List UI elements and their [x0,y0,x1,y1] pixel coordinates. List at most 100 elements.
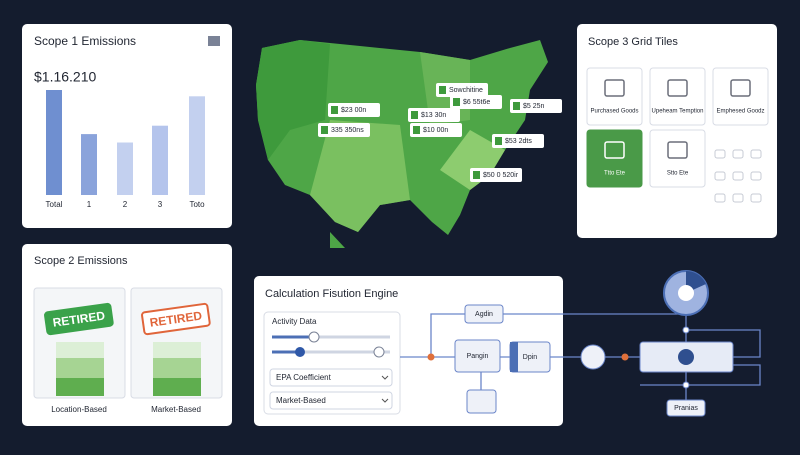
map-label-box [470,168,522,182]
tile-label: Emphesed Goodz [716,109,764,115]
bar-mid [153,358,201,378]
total-value: $1.16.210 [34,69,96,85]
tile-label: Upeheam Temption [652,109,704,115]
card-title: Scope 2 Emissions [34,255,128,267]
node-label: Pranias [674,405,698,412]
map-label-box [328,103,380,117]
card-title: Scope 1 Emissions [34,34,136,48]
map-label-box [492,134,544,148]
map-label-icon [495,137,502,145]
x-label: 3 [158,200,163,209]
map-label-icon [473,171,480,179]
tile-icon [604,79,625,97]
dot [621,353,629,361]
node [666,399,706,417]
chevron [381,398,389,403]
scope1-card [22,24,232,228]
bar-base [56,378,104,396]
decor-icon [714,149,726,159]
select[interactable] [269,391,393,410]
node-label: Dpin [523,354,538,361]
map-label-box [410,123,462,137]
tile-icon [604,141,625,159]
bar-top [153,342,201,358]
stamp: RETIRED [44,302,114,336]
slider-handle[interactable] [373,346,385,358]
card-title: Calculation Fisution Engine [265,288,398,300]
card-label: Location-Based [51,405,107,414]
map-label: $6 55t6e [463,99,490,106]
node-accent [510,342,518,372]
decor-icon [714,171,726,181]
map-label-icon [439,86,446,94]
node [466,389,497,414]
x-label: 1 [87,200,92,209]
map-label-icon [453,98,460,106]
map-label-box [408,108,460,122]
bar [189,96,205,195]
map-label-icon [513,102,520,110]
map-label: $50 0 520ir [483,172,519,179]
slider-handle[interactable] [295,347,305,357]
tile-icon [667,141,688,159]
bar [117,142,133,195]
map-label-icon [413,126,420,134]
tile-icon [667,79,688,97]
card-label: Market-Based [151,405,201,414]
map-label-box [436,83,488,97]
tile-label: Purchased Goods [590,109,638,115]
x-label: Toto [189,200,205,209]
tile-icon [730,79,751,97]
node-label: Agdin [475,311,493,318]
tile-label: Ttto Ete [604,171,626,177]
junction [682,326,690,334]
node-circle [678,349,694,365]
stamp-box [141,302,211,336]
map-label: 335 350ns [331,127,364,134]
select-label: Market-Based [276,396,326,405]
activity-label: Activity Data [272,317,317,326]
node-circle [580,344,606,370]
map-label-box [318,123,370,137]
decor-icon [732,193,744,203]
bar-base [153,378,201,396]
map-label-box [510,99,562,113]
node-label: Pangin [467,353,489,360]
tile-label: Stto Ete [667,171,689,177]
select[interactable] [269,368,393,387]
factory-icon [208,36,220,46]
stamp: RETIRED [141,302,211,336]
bar [81,134,97,195]
decor-icon [750,149,762,159]
node [454,339,501,373]
map-label: Sowchitine [449,87,483,94]
stamp-box [44,302,114,336]
chevron [381,375,389,380]
map-label-icon [321,126,328,134]
bar-top [56,342,104,358]
bar-mid [56,358,104,378]
decor-icon [732,149,744,159]
map-label: $5 25n [523,103,545,110]
map-label-icon [411,111,418,119]
junction [682,381,690,389]
map-label: $13 30n [421,112,446,119]
decor-icon [750,171,762,181]
bar [152,125,168,195]
map-label-box [450,95,502,109]
pie-center [678,285,694,301]
x-label: 2 [123,200,128,209]
map-label: $53 2dts [505,138,532,145]
decor-icon [714,193,726,203]
node [464,304,504,324]
select-label: EPA Coefficient [276,373,332,382]
card-title: Scope 3 Grid Tiles [588,36,678,48]
x-label: Total [46,200,63,209]
map-label-icon [331,106,338,114]
bar [46,90,62,195]
map-label: $23 00n [341,107,366,114]
decor-icon [732,171,744,181]
slider-handle[interactable] [308,331,320,343]
